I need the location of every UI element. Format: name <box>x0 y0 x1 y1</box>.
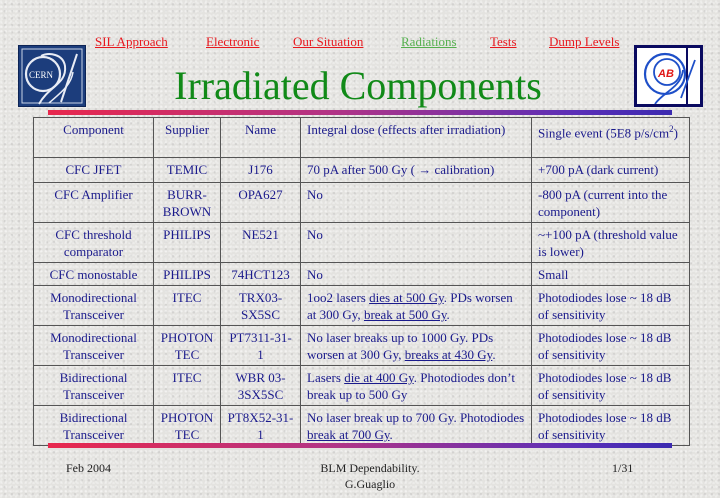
dose-highlight: dies at 500 Gy <box>369 290 444 305</box>
table-body: CFC JFET TEMIC J176 70 pA after 500 Gy ( → … <box>33 157 690 446</box>
cell-supplier: PHILIPS <box>153 262 221 286</box>
cell-single-event: Small <box>531 262 690 286</box>
cell-single-event: +700 pA (dark current) <box>531 157 690 183</box>
cell-name: 74HCT123 <box>220 262 301 286</box>
cell-name: TRX03-SX5SC <box>220 285 301 326</box>
dose-text: No <box>307 187 323 202</box>
dose-text: . PDs worsen at 300 Gy, <box>307 290 513 322</box>
cell-supplier: PHOTON TEC <box>153 405 221 446</box>
cell-component: Monodirectional Transceiver <box>33 285 154 326</box>
header-component: Component <box>33 117 154 158</box>
footer-date: Feb 2004 <box>66 461 111 475</box>
dose-highlight: breaks at 430 Gy <box>404 347 493 362</box>
cell-component: Monodirectional Transceiver <box>33 325 154 366</box>
dose-highlight: break at 500 Gy <box>363 307 447 322</box>
footer-author-name: G.Guaglio <box>344 477 396 491</box>
dose-text: . <box>389 427 393 442</box>
cell-single-event: Photodiodes lose ~ 18 dB of sensitivity <box>531 325 690 366</box>
table-row: CFC threshold comparator PHILIPS NE521 No ~+… <box>33 222 690 263</box>
cell-supplier: BURR-BROWN <box>153 182 221 223</box>
cell-integral-dose: No laser breaks up to 1000 Gy. PDs worse… <box>300 325 532 366</box>
nav-link-sil-approach[interactable]: SIL Approach <box>95 34 168 49</box>
ab-logo-text: AB <box>657 68 674 80</box>
header-name: Name <box>220 117 301 158</box>
nav-link-our-situation[interactable]: Our Situation <box>293 34 364 49</box>
dose-text: No <box>307 227 323 242</box>
dose-text: . <box>492 347 496 362</box>
cell-name: J176 <box>220 157 301 183</box>
dose-text: No <box>307 267 323 282</box>
footer-author: BLM Dependability. G.Guaglio <box>290 460 450 492</box>
dose-text: 70 pA after 500 Gy ( → calibration) <box>307 162 495 177</box>
cell-single-event: Photodiodes lose ~ 18 dB of sensitivity <box>531 405 690 446</box>
cell-component: CFC threshold comparator <box>33 222 154 263</box>
dose-text: 1oo2 lasers <box>307 290 370 305</box>
nav-link-tests[interactable]: Tests <box>490 34 517 49</box>
nav-link-dump-levels[interactable]: Dump Levels <box>549 34 620 49</box>
components-table: Component Supplier Name Integral dose (e… <box>33 117 690 446</box>
dose-highlight: die at 400 Gy <box>344 370 414 385</box>
cell-component: Bidirectional Transceiver <box>33 365 154 406</box>
cell-integral-dose: 70 pA after 500 Gy ( → calibration) <box>300 157 532 183</box>
cell-integral-dose: No <box>300 182 532 223</box>
dose-text: No laser break up to 700 Gy. Photodiodes <box>307 410 525 425</box>
table-row: Monodirectional Transceiver PHOTON TEC PT7… <box>33 325 690 366</box>
footer-page-number: 1/31 <box>612 461 634 475</box>
table-row: CFC monostable PHILIPS 74HCT123 No Small <box>33 262 690 286</box>
table-row: Bidirectional Transceiver ITEC WBR 03-3SX5… <box>33 365 690 406</box>
cell-supplier: ITEC <box>153 285 221 326</box>
cell-single-event: Photodiodes lose ~ 18 dB of sensitivity <box>531 365 690 406</box>
cell-supplier: PHOTON TEC <box>153 325 221 366</box>
cell-integral-dose: No <box>300 222 532 263</box>
top-nav: SIL Approach Electronic Our Situation Ra… <box>0 34 720 52</box>
header-single-event: Single event (5E8 p/s/cm2) <box>531 117 690 158</box>
top-divider-bar <box>48 110 672 115</box>
header-supplier: Supplier <box>153 117 221 158</box>
cell-integral-dose: No <box>300 262 532 286</box>
cell-name: PT8X52-31-1 <box>220 405 301 446</box>
nav-link-electronic[interactable]: Electronic <box>206 34 260 49</box>
dose-highlight: break at 700 Gy <box>307 427 390 442</box>
cell-supplier: TEMIC <box>153 157 221 183</box>
cell-single-event: ~+100 pA (threshold value is lower) <box>531 222 690 263</box>
table-header-row: Component Supplier Name Integral dose (e… <box>33 117 690 158</box>
page-title: Irradiated Components <box>174 63 542 108</box>
cell-component: CFC monostable <box>33 262 154 286</box>
cell-integral-dose: Lasers die at 400 Gy. Photodiodes don’t … <box>300 365 532 406</box>
cell-name: PT7311-31-1 <box>220 325 301 366</box>
table-row: Bidirectional Transceiver PHOTON TEC PT8X5… <box>33 405 690 446</box>
footer-title: BLM Dependability. <box>320 461 420 475</box>
table-row: Monodirectional Transceiver ITEC TRX03-SX5… <box>33 285 690 326</box>
dose-text: . <box>446 307 450 322</box>
cern-logo-icon: CERN <box>18 45 86 107</box>
cell-single-event: -800 pA (current into the component) <box>531 182 690 223</box>
dose-text: No laser breaks up to 1000 Gy. PDs worse… <box>307 330 494 362</box>
cell-supplier: PHILIPS <box>153 222 221 263</box>
cell-supplier: ITEC <box>153 365 221 406</box>
bottom-divider-bar <box>48 443 672 448</box>
cell-name: WBR 03-3SX5SC <box>220 365 301 406</box>
table-row: CFC JFET TEMIC J176 70 pA after 500 Gy ( → … <box>33 157 690 183</box>
cell-name: OPA627 <box>220 182 301 223</box>
header-integral-dose: Integral dose (effects after irradiation… <box>300 117 532 158</box>
cell-component: Bidirectional Transceiver <box>33 405 154 446</box>
cell-component: CFC JFET <box>33 157 154 183</box>
ab-logo-icon: AB <box>634 45 703 107</box>
cell-name: NE521 <box>220 222 301 263</box>
cell-single-event: Photodiodes lose ~ 18 dB of sensitivity <box>531 285 690 326</box>
dose-text: . Photodiodes don’t break up to 500 Gy <box>307 370 515 402</box>
cell-integral-dose: No laser break up to 700 Gy. Photodiodes… <box>300 405 532 446</box>
dose-text: Lasers <box>307 370 345 385</box>
nav-link-radiations[interactable]: Radiations <box>401 34 457 49</box>
table-row: CFC Amplifier BURR-BROWN OPA627 No -800 pA (… <box>33 182 690 223</box>
cell-integral-dose: 1oo2 lasers dies at 500 Gy. PDs worsen a… <box>300 285 532 326</box>
cell-component: CFC Amplifier <box>33 182 154 223</box>
cern-logo-text: CERN <box>29 70 54 80</box>
